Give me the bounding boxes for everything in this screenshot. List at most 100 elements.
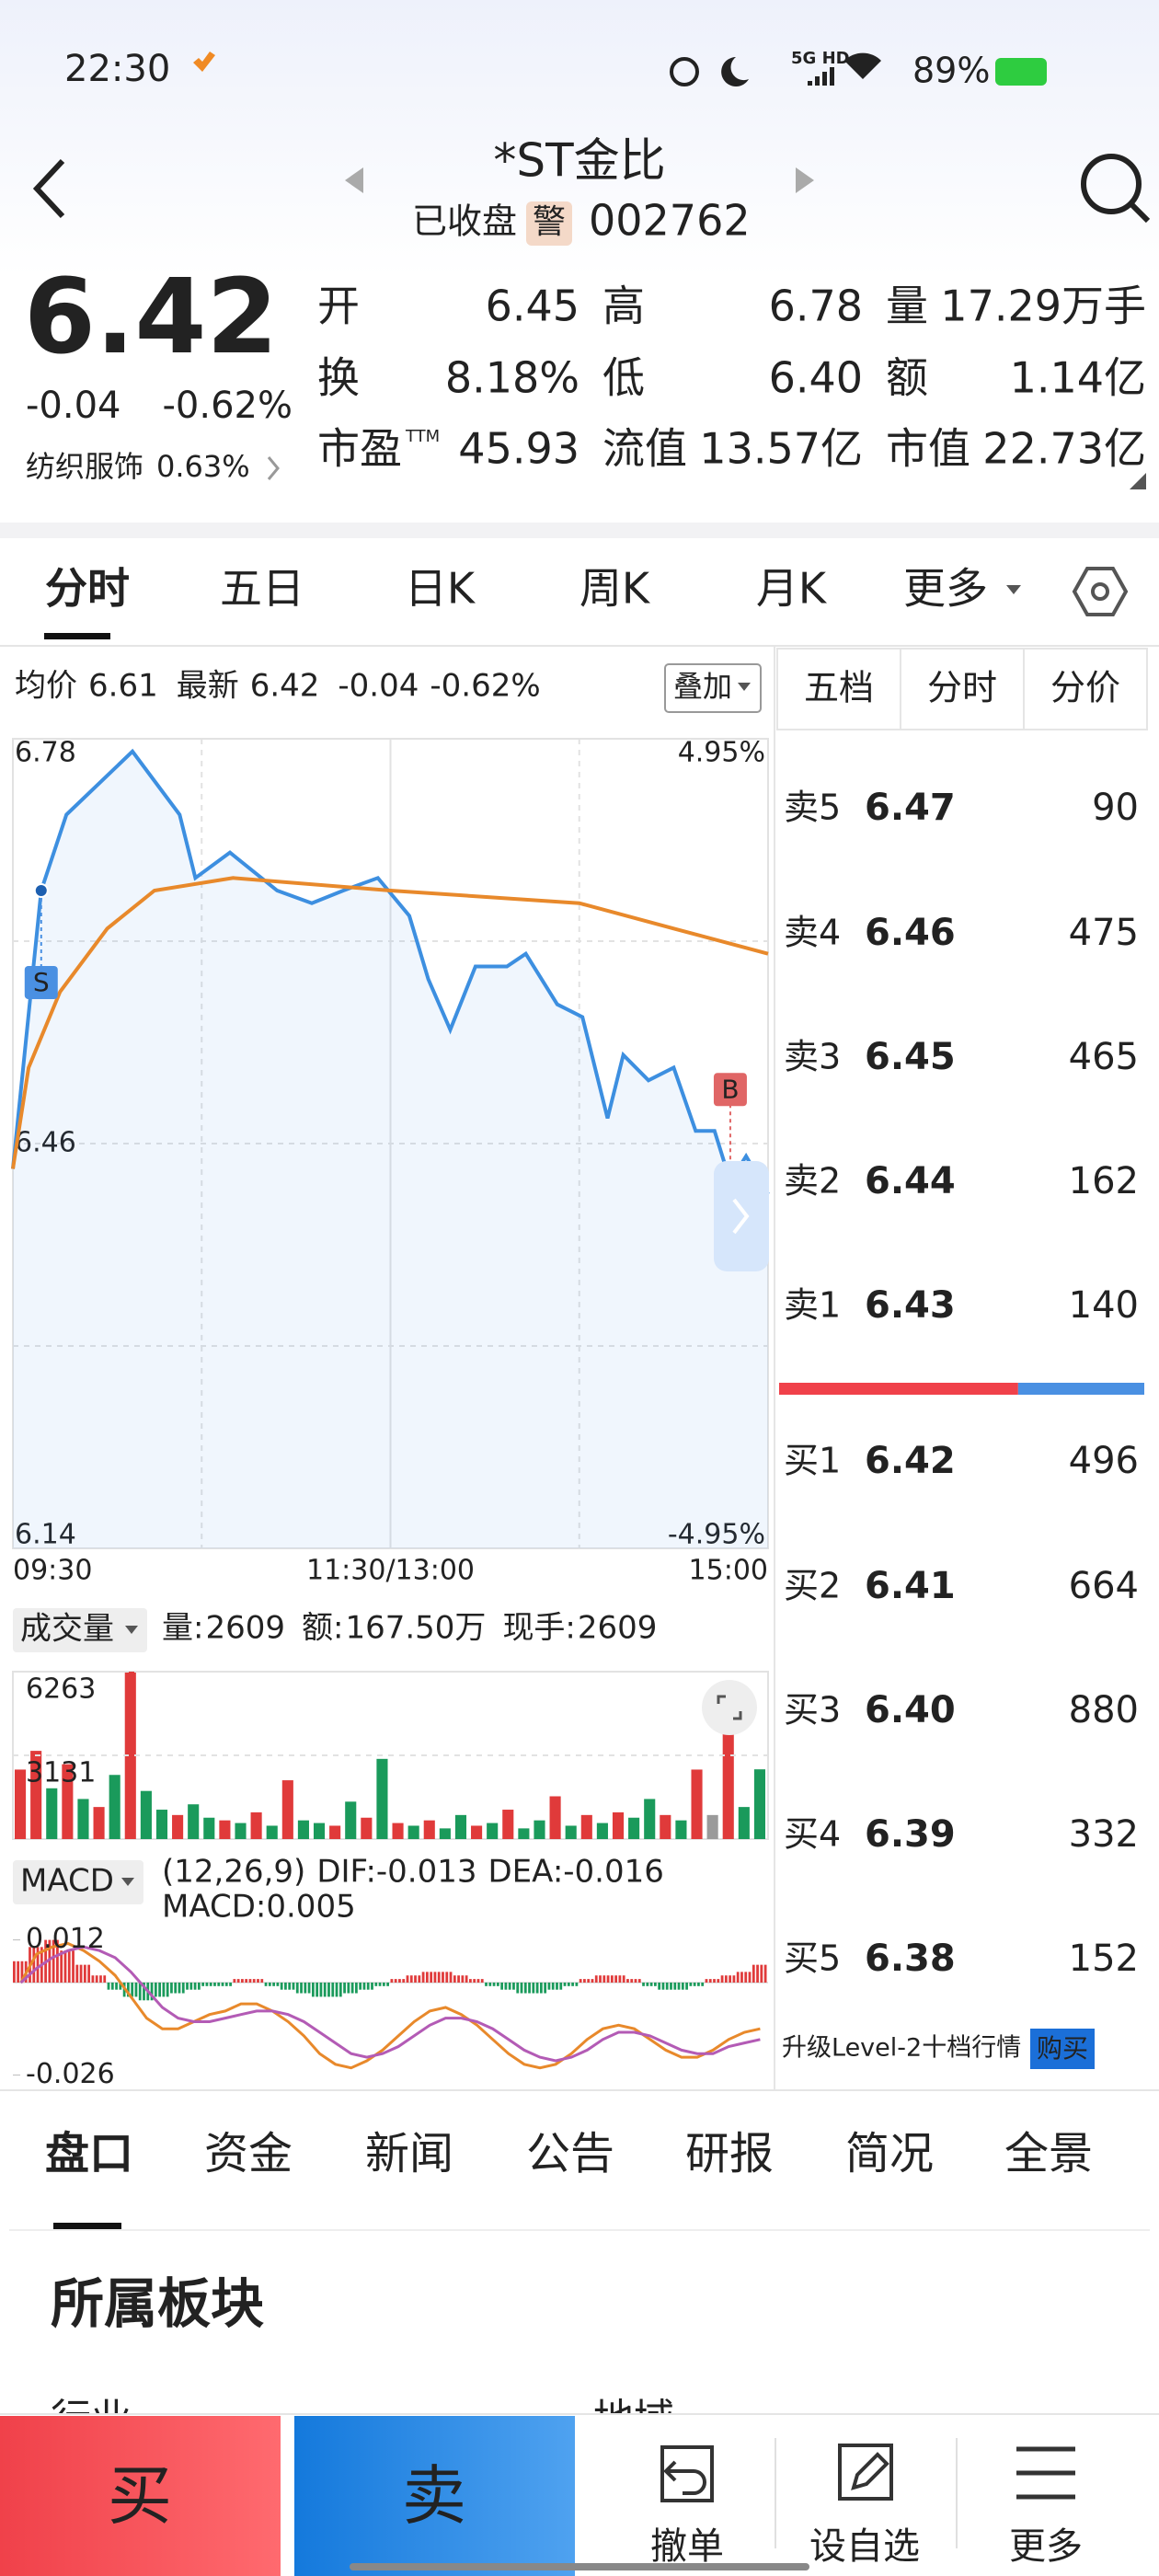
book-price: 6.39 bbox=[865, 1813, 956, 1856]
prev-stock[interactable] bbox=[345, 167, 363, 193]
volume-value: 2609 bbox=[578, 1610, 658, 1647]
macd-bar bbox=[292, 1982, 295, 1990]
macd-bar bbox=[724, 1975, 728, 1983]
macd-bar bbox=[107, 1982, 110, 1990]
macd-bar bbox=[763, 1964, 767, 1983]
macd-bar bbox=[658, 1982, 661, 1990]
chart-tab[interactable]: 更多 bbox=[903, 564, 988, 614]
macd-bar bbox=[528, 1982, 531, 1994]
price-change-pct: -0.62% bbox=[162, 385, 293, 427]
buy-level2[interactable] bbox=[1030, 2029, 1095, 2069]
volume-bar bbox=[345, 1801, 357, 1839]
macd-bar bbox=[36, 1947, 40, 1983]
marker-label: B bbox=[721, 1074, 739, 1104]
macd-bar bbox=[252, 1979, 256, 1983]
book-tab-label: 五档 bbox=[804, 668, 874, 708]
macd-bar bbox=[406, 1975, 409, 1983]
macd-bar bbox=[201, 1982, 205, 1986]
detail-tab[interactable]: 资金 bbox=[204, 2128, 293, 2179]
macd-bar bbox=[300, 1982, 303, 1994]
more-icon bbox=[1016, 2446, 1075, 2500]
tool-label[interactable]: 设自选 bbox=[809, 2525, 920, 2568]
sell-label: 卖 bbox=[402, 2458, 466, 2534]
expand-button[interactable] bbox=[714, 1161, 769, 1271]
macd-bar bbox=[257, 1979, 259, 1983]
stat-value: 17.29万手 bbox=[940, 282, 1146, 331]
macd-bar bbox=[319, 1982, 323, 1997]
volume-bar bbox=[62, 1764, 74, 1839]
book-price: 6.41 bbox=[865, 1565, 956, 1607]
search-button[interactable] bbox=[1081, 154, 1142, 214]
macd-bar bbox=[606, 1975, 610, 1983]
marker-box bbox=[713, 1073, 747, 1107]
next-stock[interactable] bbox=[796, 167, 814, 193]
header-bg bbox=[0, 0, 1159, 276]
detail-tab[interactable]: 公告 bbox=[526, 2128, 614, 2179]
macd-bar bbox=[661, 1982, 665, 1990]
stock-code: 002762 bbox=[589, 196, 751, 246]
macd-bar bbox=[197, 1982, 201, 1990]
chart-tab[interactable]: 月K bbox=[756, 564, 828, 614]
macd-bar bbox=[461, 1975, 465, 1983]
macd-bar bbox=[174, 1982, 178, 1994]
stat-label: 换 bbox=[317, 353, 360, 403]
detail-tab[interactable]: 全景 bbox=[1004, 2128, 1093, 2179]
chart-tab[interactable]: 分时 bbox=[45, 564, 130, 614]
detail-tab[interactable]: 简况 bbox=[845, 2128, 934, 2179]
chart-tab[interactable]: 日K bbox=[405, 564, 476, 614]
macd-bar bbox=[75, 1964, 79, 1983]
macd-bar bbox=[382, 1982, 385, 1986]
bid-strength bbox=[779, 1383, 1018, 1395]
status-time: 22:30 bbox=[64, 48, 170, 90]
detail-tab[interactable]: 新闻 bbox=[365, 2128, 453, 2179]
detail-tab[interactable]: 研报 bbox=[685, 2128, 774, 2179]
level2-link[interactable]: 升级Level-2十档行情 bbox=[782, 2034, 1021, 2063]
book-volume: 162 bbox=[1069, 1160, 1139, 1202]
book-price: 6.44 bbox=[865, 1160, 956, 1202]
fullscreen-button[interactable] bbox=[702, 1680, 757, 1735]
macd-bar bbox=[189, 1982, 193, 1990]
sell-button[interactable] bbox=[294, 2416, 575, 2576]
macd-bar bbox=[457, 1975, 460, 1983]
macd-bar bbox=[418, 1975, 421, 1983]
detail-tab[interactable]: 盘口 bbox=[45, 2128, 133, 2179]
book-tab[interactable] bbox=[900, 648, 1025, 730]
macd-bar bbox=[91, 1975, 95, 1983]
macd-bar bbox=[143, 1982, 145, 2001]
stat-value: 1.14亿 bbox=[1010, 353, 1146, 403]
warning-badge: 警 bbox=[533, 203, 566, 241]
book-volume: 90 bbox=[1092, 787, 1139, 829]
overlay-button[interactable] bbox=[664, 663, 762, 713]
macd-bar bbox=[681, 1982, 684, 1990]
macd-bar bbox=[150, 1982, 154, 2001]
book-tab[interactable] bbox=[1023, 648, 1148, 730]
stat-value: 45.93 bbox=[458, 424, 580, 474]
macd-bar bbox=[99, 1975, 102, 1983]
last-price: 6.42 bbox=[24, 258, 278, 377]
buy-button[interactable] bbox=[0, 2416, 281, 2576]
volume-dropdown[interactable] bbox=[13, 1608, 147, 1652]
tool-label[interactable]: 更多 bbox=[1009, 2525, 1083, 2568]
macd-bar bbox=[331, 1982, 335, 1997]
info-avg-label: 均价 bbox=[15, 668, 77, 705]
sector-arrow[interactable] bbox=[267, 456, 280, 480]
volume-bar bbox=[753, 1769, 765, 1839]
volume-bar bbox=[155, 1810, 168, 1839]
macd-bar bbox=[563, 1982, 567, 1986]
volume-bar bbox=[487, 1823, 499, 1839]
settings-icon[interactable] bbox=[1072, 567, 1129, 616]
book-tab[interactable] bbox=[776, 648, 901, 730]
book-price: 6.47 bbox=[865, 787, 956, 829]
macd-bar bbox=[335, 1982, 339, 1997]
back-button[interactable] bbox=[32, 158, 65, 219]
chart-tab[interactable]: 五日 bbox=[220, 564, 304, 614]
macd-bar bbox=[362, 1982, 366, 1990]
macd-bar bbox=[729, 1975, 732, 1983]
macd-bar bbox=[398, 1979, 401, 1983]
macd-bar bbox=[453, 1975, 456, 1983]
tool-label[interactable]: 撤单 bbox=[650, 2525, 724, 2568]
volume-bar bbox=[281, 1780, 293, 1839]
chart-tab[interactable]: 周K bbox=[580, 564, 651, 614]
macd-dropdown[interactable] bbox=[13, 1860, 143, 1904]
macd-bar bbox=[193, 1982, 197, 1990]
